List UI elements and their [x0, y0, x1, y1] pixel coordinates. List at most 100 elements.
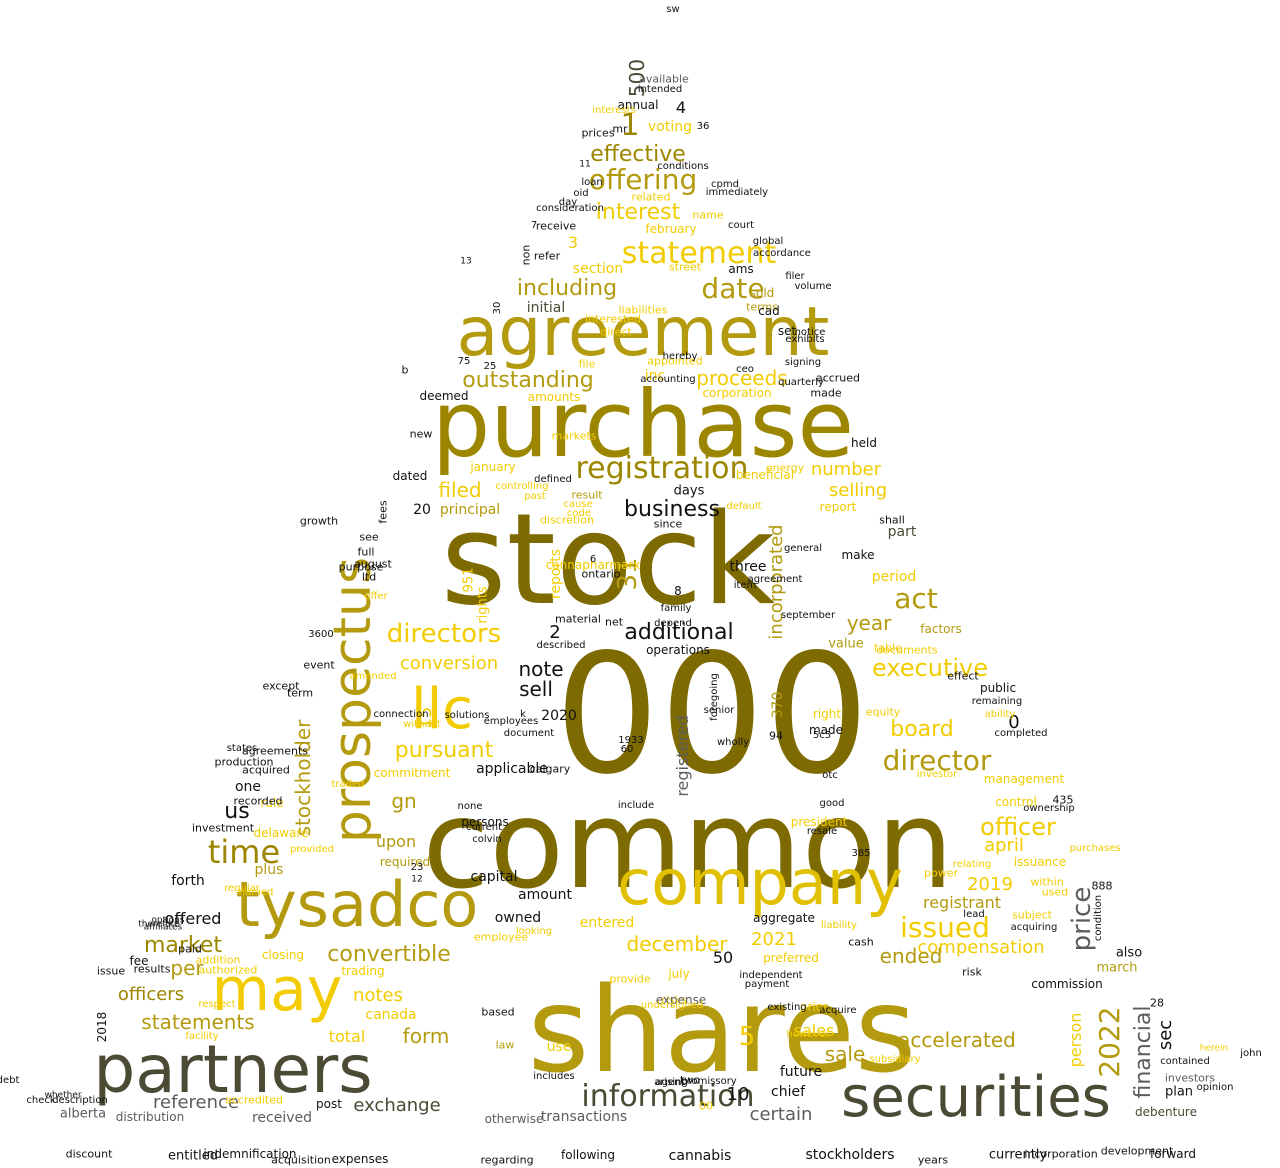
- word-related: related: [631, 190, 671, 204]
- word-management: management: [983, 772, 1065, 786]
- word-therefore: therefore: [138, 919, 180, 930]
- word-see: see: [359, 530, 379, 544]
- word-default: default: [726, 501, 762, 512]
- word-intended: intended: [637, 84, 683, 95]
- word-amounts: amounts: [527, 390, 581, 404]
- word-indemnification: indemnification: [203, 1147, 297, 1161]
- word-30: 30: [492, 301, 503, 315]
- word-regarding: regarding: [480, 1153, 534, 1167]
- word-purpose: purpose: [338, 560, 384, 574]
- word-check: check: [26, 1095, 56, 1106]
- word-registrant: registrant: [922, 893, 1002, 912]
- word-three: three: [729, 559, 767, 575]
- word-alberta: alberta: [59, 1106, 107, 1122]
- word-statements: statements: [141, 1010, 255, 1034]
- word-states: states: [226, 743, 258, 754]
- word-per: per: [170, 956, 204, 980]
- word-fee: fee: [129, 954, 149, 968]
- word-000: 000: [554, 618, 870, 811]
- word-direct: direct: [600, 325, 632, 339]
- word-include: include: [617, 800, 655, 811]
- word-refer: refer: [533, 249, 561, 263]
- word-additional: additional: [624, 620, 734, 645]
- word-document: document: [503, 728, 555, 739]
- word-951: 951: [461, 567, 477, 593]
- word-officers: officers: [117, 984, 185, 1005]
- word-debenture: debenture: [1135, 1105, 1197, 1119]
- word-agreements: agreements: [241, 744, 309, 758]
- word-investors: investors: [1164, 1071, 1216, 1085]
- word-factors: factors: [920, 622, 962, 636]
- word-promissory: promissory: [681, 1076, 737, 1087]
- word-whether: whether: [44, 1090, 82, 1101]
- word-commission: commission: [1031, 977, 1103, 991]
- word-person: person: [1066, 1012, 1085, 1068]
- word-4: 4: [675, 98, 687, 117]
- word-current: current: [465, 822, 503, 833]
- word-5: 5: [738, 1022, 756, 1052]
- word-amended: amended: [349, 671, 397, 682]
- word-year: year: [846, 611, 892, 635]
- word-john: john: [1240, 1048, 1262, 1059]
- word-sales: sales: [793, 1021, 835, 1040]
- word-b: b: [401, 363, 409, 377]
- word-us: us: [224, 799, 250, 824]
- word-discount: discount: [65, 1147, 113, 1161]
- word-code: code: [566, 508, 592, 519]
- word-385: 385: [851, 848, 871, 859]
- word-file: file: [578, 357, 596, 371]
- word-report: report: [819, 500, 857, 514]
- word-distribution: distribution: [115, 1110, 185, 1124]
- word-including: including: [516, 276, 618, 301]
- word-issue: issue: [96, 964, 126, 978]
- word-years: years: [917, 1153, 949, 1167]
- word-ltd: ltd: [361, 570, 377, 584]
- word-employee: employee: [473, 930, 529, 944]
- word-control: control: [995, 795, 1037, 809]
- word-facility: facility: [185, 1031, 219, 1042]
- word-2: 2: [549, 622, 561, 643]
- word-development: development: [1100, 1144, 1174, 1158]
- word-2019: 2019: [967, 874, 1013, 895]
- word-provided: provided: [290, 844, 334, 855]
- word-act: act: [894, 582, 938, 615]
- word-consideration: consideration: [536, 203, 604, 214]
- word-net: net: [604, 615, 624, 629]
- word-accelerated: accelerated: [898, 1028, 1016, 1052]
- word-employees: employees: [483, 716, 539, 727]
- word-fees: fees: [376, 500, 390, 524]
- word-growth: growth: [299, 514, 339, 528]
- word-time: time: [207, 833, 281, 871]
- word-12: 12: [411, 874, 423, 885]
- word-based: based: [481, 1005, 515, 1019]
- word-set: set: [777, 324, 797, 338]
- word-resale: resale: [806, 826, 838, 837]
- word-proceeds: proceeds: [696, 366, 788, 390]
- word-beneficial: beneficial: [735, 468, 795, 482]
- word-required: required: [379, 855, 431, 869]
- word-cannabis: cannabis: [668, 1148, 732, 1164]
- word-liability: liability: [820, 920, 858, 931]
- word-cause: cause: [563, 499, 593, 510]
- word-none: none: [457, 801, 483, 812]
- word-condition: condition: [1093, 894, 1104, 942]
- word-herein: herein: [1199, 1043, 1229, 1054]
- word-loan: loan: [581, 177, 603, 188]
- word-also: also: [1115, 945, 1143, 961]
- word-2022: 2022: [1093, 1006, 1126, 1078]
- word-since: since: [653, 517, 683, 531]
- word-directors: directors: [386, 619, 502, 649]
- word-13: 13: [460, 256, 472, 267]
- word-existing: existing: [767, 1002, 807, 1013]
- word-one: one: [234, 779, 262, 795]
- word-ownership: ownership: [1023, 803, 1075, 814]
- word-8: 8: [674, 584, 682, 598]
- word-k: k: [520, 709, 526, 720]
- word-controlling: controlling: [495, 481, 549, 492]
- word-held: held: [851, 436, 877, 450]
- word-lead: lead: [963, 909, 985, 920]
- word-court: court: [728, 220, 754, 231]
- word-exchange: exchange: [353, 1095, 441, 1116]
- word-family: family: [660, 603, 692, 614]
- word-voting: voting: [648, 119, 692, 135]
